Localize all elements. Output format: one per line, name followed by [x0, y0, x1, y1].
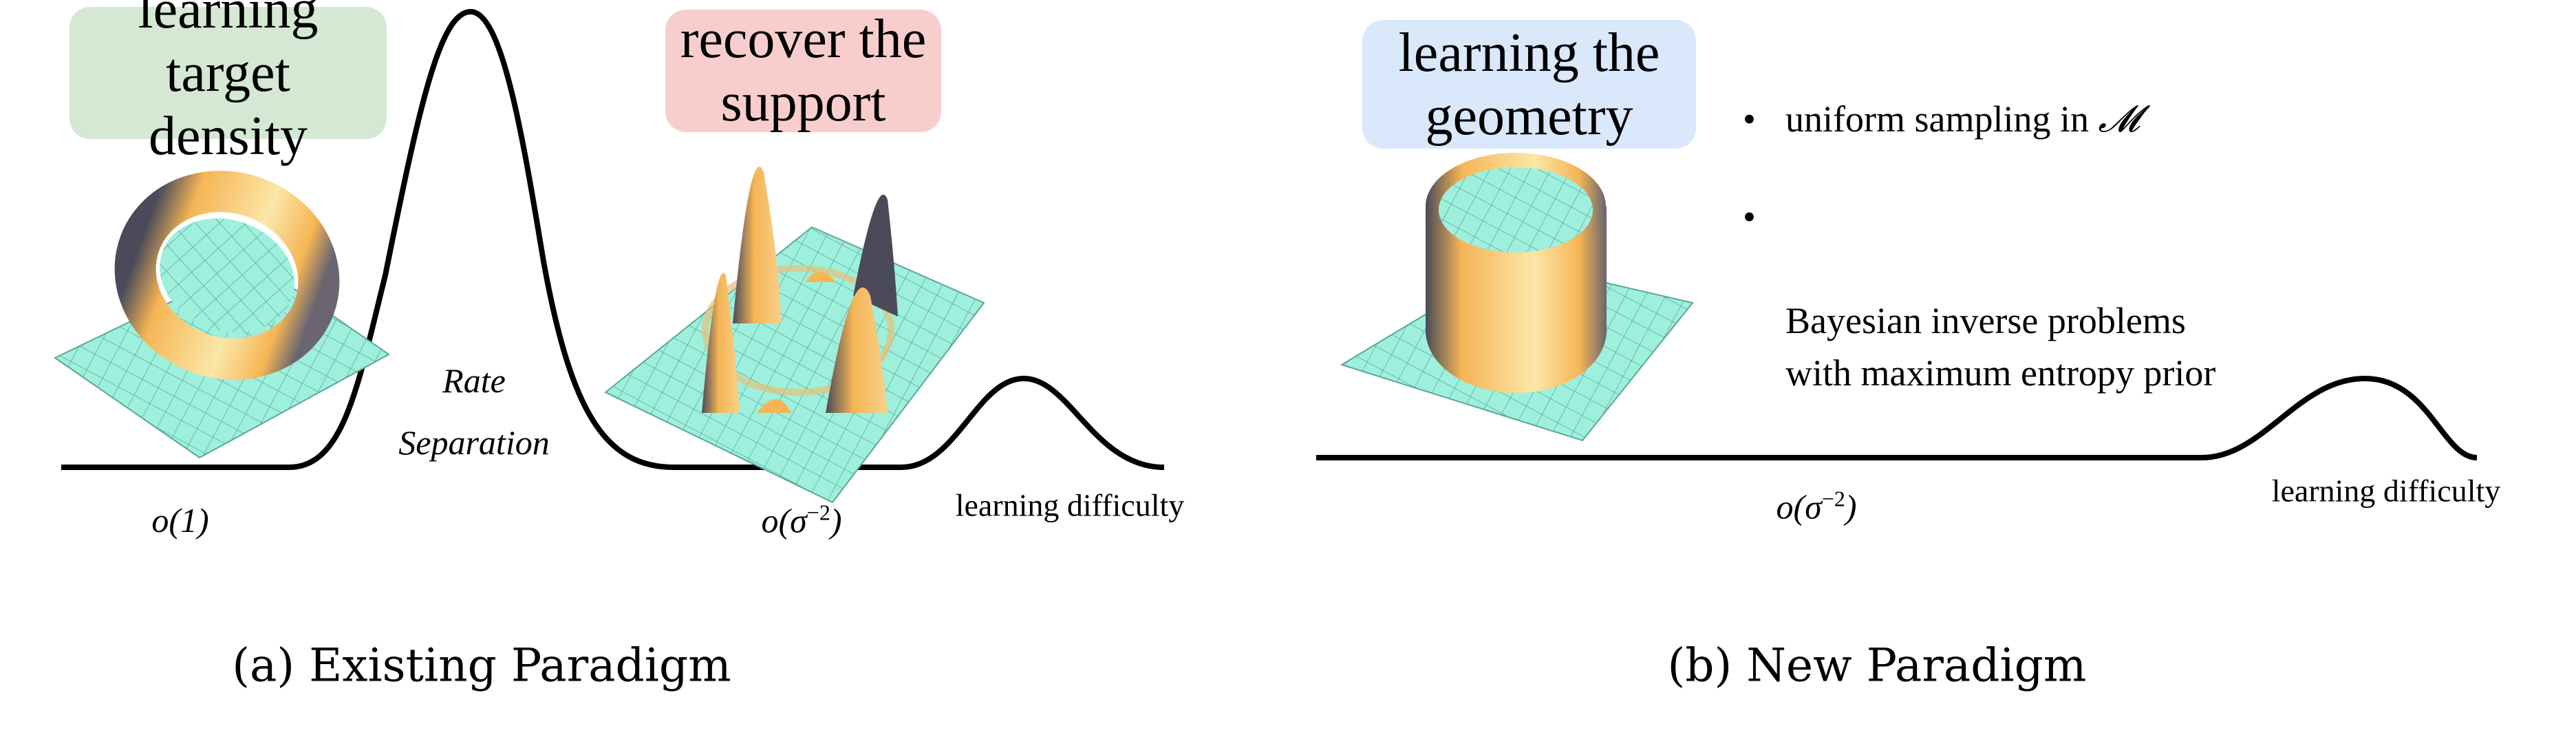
- learning-target-density-box: learning target density: [69, 0, 387, 167]
- bullet-item-uniform-sampling: • uniform sampling in 𝓜: [1743, 98, 2140, 141]
- bullet-icon: •: [1743, 98, 1756, 140]
- rate-low-label: o(1): [151, 501, 209, 540]
- rate-exponent: −2: [806, 500, 830, 525]
- rate-exponent: −2: [1821, 486, 1845, 511]
- surface-plot-support-peaks: [604, 167, 985, 504]
- difficulty-label-b: learning difficulty: [2271, 473, 2501, 509]
- recover-support-box: recover the support: [665, 9, 941, 133]
- rate-high-label-a: o(σ−2): [761, 500, 841, 541]
- rate-label-line2: Separation: [398, 423, 550, 462]
- bullet-item-bayesian: • Bayesian inverse problems with maximum…: [1743, 191, 2216, 399]
- rate-label-b: o(σ−2): [1776, 487, 1856, 527]
- rate-close: ): [1845, 487, 1857, 526]
- learning-geometry-box: learning the geometry: [1362, 20, 1696, 149]
- manifold-symbol: 𝓜: [2098, 98, 2140, 140]
- rate-base: o(σ: [1776, 487, 1822, 526]
- rate-close: ): [830, 501, 842, 540]
- difficulty-label-a: learning difficulty: [955, 487, 1185, 523]
- surface-plot-geometry-cylinder: [1340, 153, 1694, 442]
- difficulty-curve-a: [61, 8, 1165, 470]
- rate-base: o(σ: [761, 501, 807, 540]
- rate-label-line1: Rate: [442, 361, 506, 400]
- bullet-text: Bayesian inverse problems with maximum e…: [1785, 300, 2216, 394]
- bullet-icon: •: [1743, 196, 1756, 237]
- caption-b: (b) New Paradigm: [1667, 639, 2087, 692]
- difficulty-curve-b: [1316, 375, 2478, 460]
- surface-plot-ring-density: [54, 171, 390, 459]
- bullet-text: uniform sampling in: [1785, 98, 2099, 140]
- caption-a: (a) Existing Paradigm: [232, 639, 731, 692]
